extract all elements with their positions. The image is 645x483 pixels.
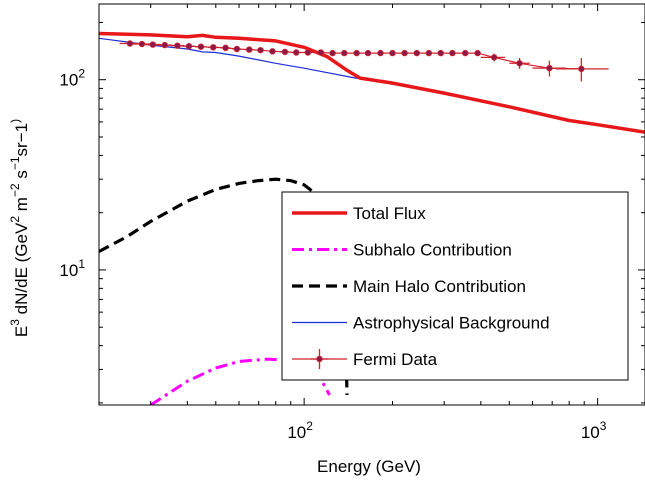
data-marker bbox=[490, 54, 498, 61]
data-point bbox=[269, 48, 276, 55]
data-point bbox=[377, 49, 384, 57]
data-point bbox=[425, 49, 433, 57]
data-point bbox=[353, 49, 360, 57]
legend-item: Main Halo Contribution bbox=[292, 277, 526, 296]
data-point bbox=[292, 49, 301, 56]
data-marker bbox=[377, 49, 384, 57]
x-tick-label: 102 bbox=[287, 419, 313, 442]
data-point bbox=[220, 44, 231, 52]
data-point bbox=[329, 49, 336, 57]
tick-layer: 102 103 101 102 bbox=[59, 4, 645, 442]
x-axis-label: Energy (GeV) bbox=[317, 457, 421, 476]
data-point bbox=[232, 45, 242, 53]
data-point bbox=[401, 49, 408, 57]
data-marker bbox=[149, 41, 156, 48]
y-tick-label: 101 bbox=[59, 257, 85, 280]
data-point bbox=[317, 49, 325, 56]
data-marker bbox=[578, 65, 585, 73]
data-marker bbox=[413, 49, 420, 57]
data-marker bbox=[222, 44, 229, 52]
main-halo-contribution-line bbox=[99, 177, 349, 396]
data-marker bbox=[449, 49, 456, 57]
data-marker bbox=[138, 40, 146, 48]
data-point bbox=[245, 46, 254, 53]
data-point bbox=[182, 43, 196, 50]
data-point bbox=[474, 49, 481, 57]
data-marker bbox=[246, 46, 253, 53]
legend-item: Astrophysical Background bbox=[292, 314, 550, 333]
y-axis-label: E3 dN/dE (GeV2 m−2 s−1sr−1) bbox=[8, 119, 31, 337]
data-point bbox=[364, 49, 372, 57]
data-point bbox=[195, 43, 207, 50]
fermi-data-series bbox=[119, 40, 609, 82]
data-point bbox=[280, 48, 290, 56]
data-marker bbox=[233, 45, 241, 53]
data-marker bbox=[437, 49, 444, 57]
data-marker bbox=[341, 49, 348, 57]
data-point bbox=[170, 42, 185, 49]
legend-box bbox=[281, 191, 629, 381]
data-marker bbox=[126, 40, 134, 47]
data-point bbox=[341, 49, 348, 57]
data-marker bbox=[353, 49, 360, 57]
data-marker bbox=[257, 46, 264, 54]
data-point bbox=[413, 49, 420, 57]
data-marker bbox=[210, 44, 217, 51]
y-tick-label: 102 bbox=[59, 67, 85, 90]
legend-label: Subhalo Contribution bbox=[353, 241, 512, 260]
legend-marker bbox=[316, 355, 323, 363]
data-marker bbox=[474, 49, 481, 57]
data-point bbox=[437, 49, 444, 57]
data-marker bbox=[425, 49, 433, 57]
legend-label: Total Flux bbox=[353, 204, 426, 223]
data-marker bbox=[281, 48, 289, 56]
legend-item: Fermi Data bbox=[292, 349, 438, 369]
data-marker bbox=[516, 60, 523, 67]
legend-item: Total Flux bbox=[292, 204, 426, 223]
legend-label: Main Halo Contribution bbox=[353, 277, 526, 296]
legend-label: Fermi Data bbox=[353, 350, 438, 369]
data-marker bbox=[364, 49, 372, 57]
data-marker bbox=[269, 48, 276, 55]
data-point bbox=[156, 41, 173, 49]
total-flux-line bbox=[99, 31, 645, 134]
data-point bbox=[449, 49, 456, 57]
data-marker bbox=[329, 49, 336, 57]
data-marker bbox=[317, 49, 325, 56]
series-layer bbox=[99, 31, 645, 405]
data-marker bbox=[389, 49, 396, 57]
legend: Total Flux Subhalo Contribution Main Halo … bbox=[281, 191, 629, 381]
data-marker bbox=[185, 43, 193, 50]
data-marker bbox=[462, 49, 469, 57]
data-point bbox=[555, 58, 609, 82]
data-marker bbox=[293, 49, 300, 56]
data-point bbox=[389, 49, 396, 57]
x-tick-label: 103 bbox=[581, 419, 607, 442]
data-point bbox=[480, 53, 506, 62]
data-point bbox=[532, 60, 566, 77]
data-marker bbox=[401, 49, 408, 57]
plot-frame bbox=[98, 3, 645, 406]
data-point bbox=[509, 58, 530, 69]
legend-label: Astrophysical Background bbox=[353, 314, 550, 333]
data-marker bbox=[197, 43, 205, 50]
data-point bbox=[462, 49, 469, 57]
data-point bbox=[304, 49, 312, 56]
data-marker bbox=[161, 41, 168, 49]
data-marker bbox=[304, 49, 312, 56]
data-point bbox=[256, 46, 265, 54]
data-marker bbox=[546, 64, 553, 72]
data-point bbox=[207, 44, 219, 51]
data-marker bbox=[174, 42, 181, 49]
legend-item: Subhalo Contribution bbox=[292, 241, 512, 260]
